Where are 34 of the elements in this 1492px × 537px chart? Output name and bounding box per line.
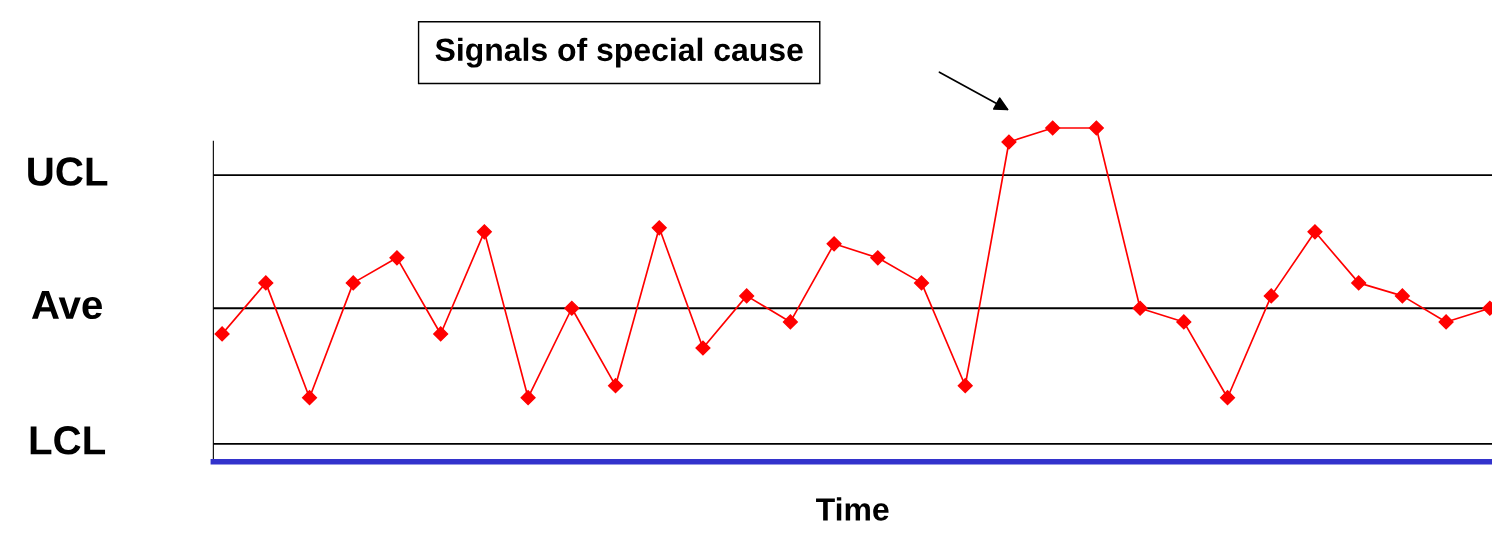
point — [1088, 120, 1104, 136]
point — [301, 390, 318, 406]
point — [564, 300, 580, 316]
point — [1045, 120, 1061, 136]
ref-line-label: Ave — [31, 290, 102, 320]
x-axis-title: Time — [816, 497, 889, 521]
point — [739, 288, 755, 304]
point — [913, 275, 930, 291]
point — [1307, 224, 1323, 240]
point — [1263, 288, 1279, 304]
text: Signals of special cause — [435, 37, 803, 68]
point — [258, 275, 274, 291]
point — [1001, 134, 1017, 150]
point — [870, 250, 886, 266]
point — [1176, 314, 1192, 330]
point — [607, 378, 624, 394]
point — [1351, 275, 1367, 291]
point — [214, 326, 230, 342]
point — [520, 390, 536, 406]
ref-line-label: UCL — [28, 157, 108, 186]
point — [1394, 288, 1410, 304]
point — [695, 340, 711, 356]
ref-line-label: LCL — [30, 426, 106, 455]
point — [389, 250, 405, 266]
point — [433, 326, 449, 342]
point — [957, 378, 973, 394]
point — [651, 220, 667, 236]
point — [1219, 390, 1236, 406]
point — [476, 224, 492, 240]
point — [345, 275, 361, 291]
point — [782, 314, 798, 330]
point — [1132, 300, 1148, 316]
point — [1438, 314, 1454, 330]
point — [826, 236, 842, 252]
